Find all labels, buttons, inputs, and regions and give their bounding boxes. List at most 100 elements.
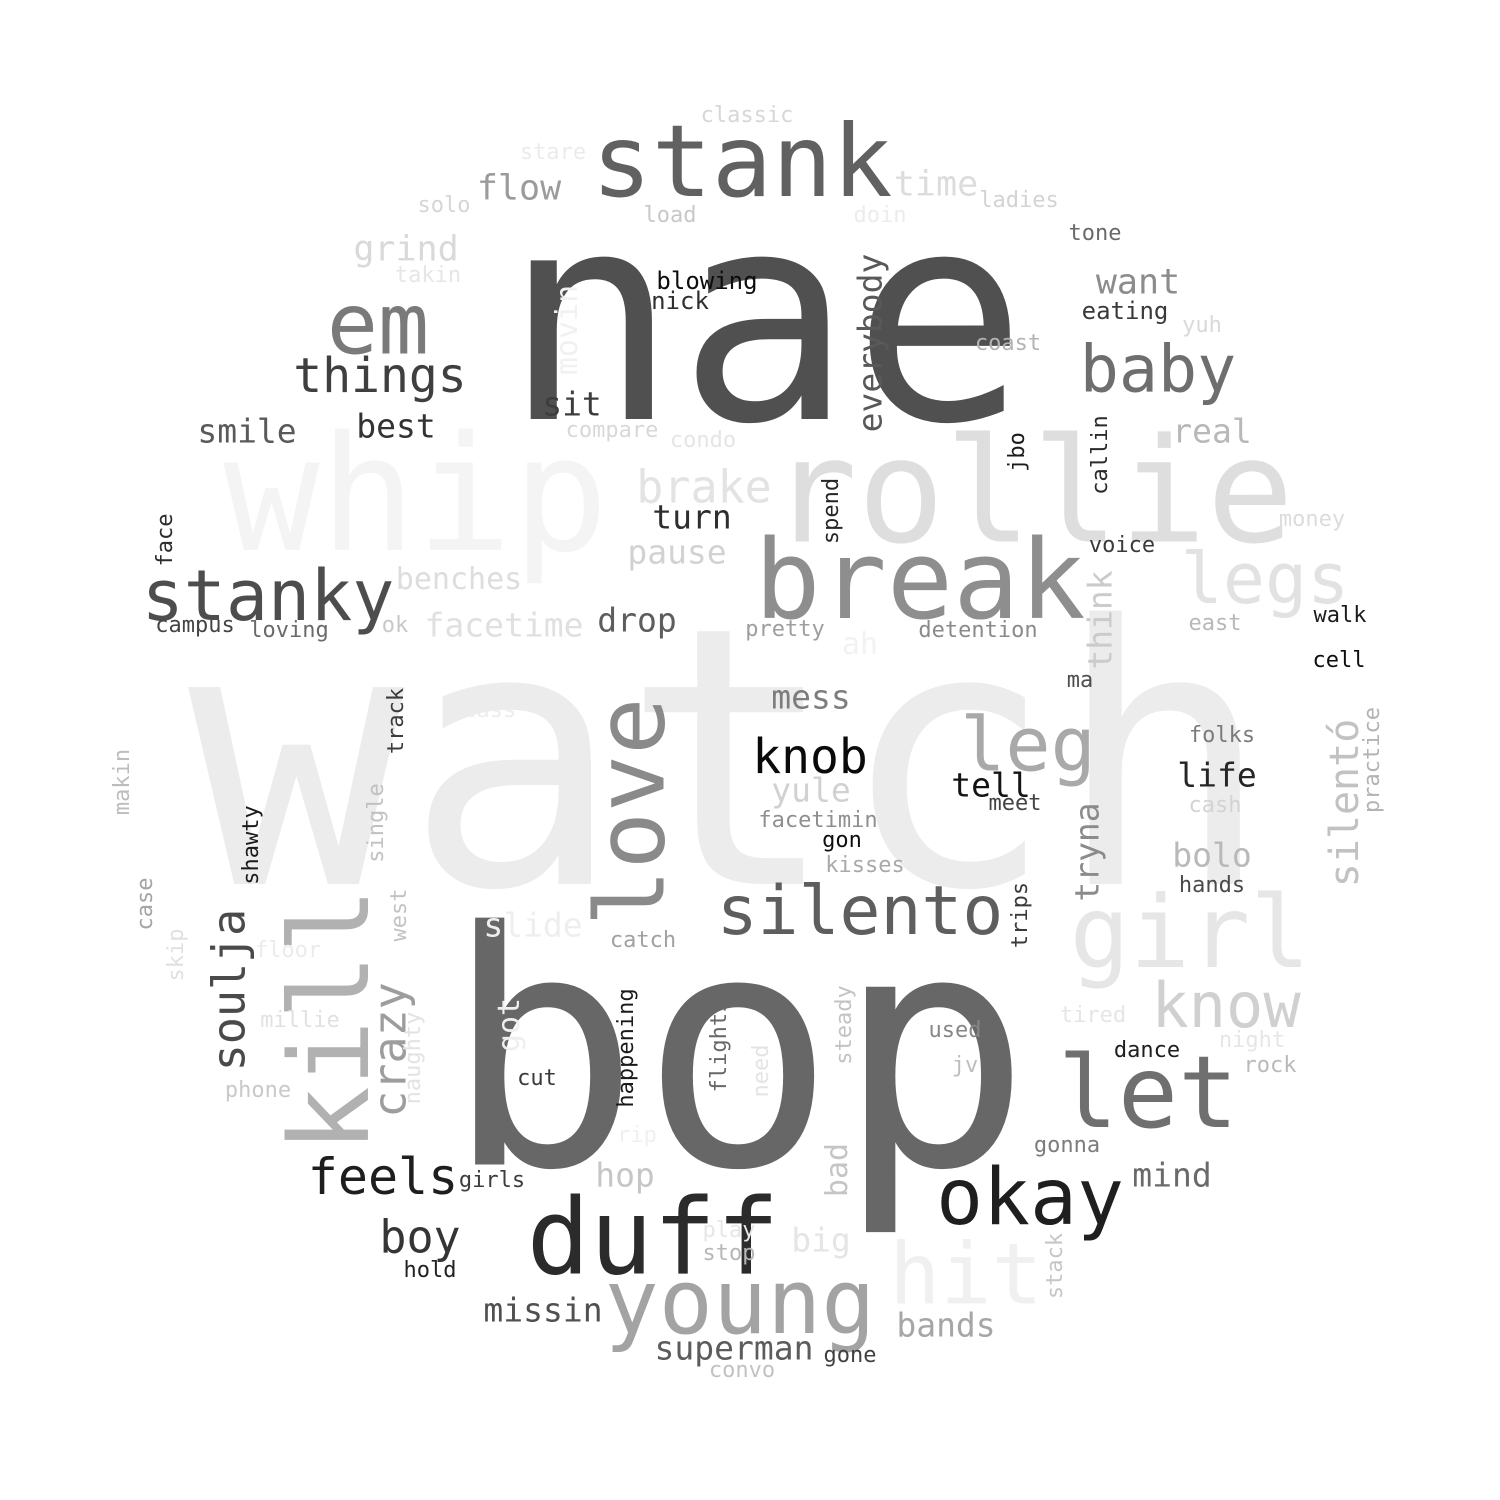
cloud-word-ma: ma [1066,668,1094,693]
cloud-word-life: life [1177,755,1257,795]
cloud-word-catch: catch [609,928,677,953]
cloud-word-rock: rock [1243,1053,1297,1078]
cloud-word-happening: happening [614,988,639,1108]
cloud-word-cell: cell [1312,648,1366,673]
cloud-word-silento: silento [716,872,1004,951]
cloud-word-real: real [1172,411,1252,451]
cloud-word-classic: classic [700,103,794,128]
cloud-word-makin: makin [110,748,135,816]
cloud-word-soulja: soulja [202,908,256,1072]
cloud-word-things: things [293,348,467,404]
cloud-word-knob: knob [752,729,868,785]
cloud-word-okay: okay [936,1153,1124,1243]
cloud-word-stanky: stanky [141,555,395,637]
cloud-word-mind: mind [1132,1155,1212,1195]
cloud-word-let: let [1057,1034,1239,1151]
cloud-word-pretty: pretty [745,617,825,642]
cloud-word-stank: stank [591,103,893,220]
cloud-word-condo: condo [669,428,737,453]
cloud-word-practice: practice [1360,707,1385,813]
cloud-word-detention: detention [918,618,1038,643]
cloud-word-tell: tell [951,765,1031,805]
cloud-word-case: case [133,877,158,931]
cloud-word-facetimin: facetimin [758,808,878,833]
cloud-word-tryna: tryna [1067,802,1107,902]
cloud-word-bad: bad [820,1142,855,1198]
cloud-word-naughty: naughty [401,1011,426,1105]
cloud-word-stack: stack [1043,1232,1068,1300]
cloud-word-gon: gon [822,828,862,853]
cloud-word-grind: grind [353,229,459,270]
cloud-word-millie: millie [260,1008,340,1033]
cloud-word-loving: loving [249,618,329,643]
cloud-word-missin: missin [483,1290,603,1330]
cloud-word-hands: hands [1178,873,1246,898]
cloud-word-leg: leg [960,700,1096,789]
cloud-word-ah: ah [841,627,879,662]
cloud-word-bolo: bolo [1172,835,1252,875]
cloud-word-duff: duff [526,1176,780,1299]
cloud-word-slide: slide [483,905,583,945]
cloud-word-everybody: everybody [850,253,890,433]
cloud-word-coast: coast [974,331,1042,356]
cloud-word-skip: skip [164,928,189,982]
cloud-word-big: big [791,1220,851,1260]
cloud-word-turn: turn [652,497,732,537]
cloud-word-meet: meet [988,791,1042,816]
cloud-word-stop: stop [702,1241,756,1266]
cloud-word-drop: drop [597,600,677,640]
cloud-word-compare: compare [565,418,659,443]
cloud-word-track: track [384,687,409,755]
cloud-word-nick: nick [651,287,709,315]
cloud-word-load: load [643,203,697,228]
cloud-word-hit: hit [889,1225,1043,1325]
cloud-word-superman: superman [654,1328,814,1368]
cloud-word-young: young [604,1250,876,1355]
cloud-word-used: used [928,1018,982,1043]
cloud-word-hop: hop [595,1155,655,1195]
cloud-word-boy: boy [379,1210,461,1264]
cloud-word-brake: brake [636,460,772,514]
cloud-word-class: class [449,698,517,723]
cloud-word-sit: sit [542,384,602,424]
cloud-word-nae: nae [503,151,1027,488]
cloud-word-pause: pause [627,532,727,572]
cloud-word-flights: flights [707,999,732,1093]
cloud-word-benches: benches [395,562,523,597]
cloud-word-east: east [1188,611,1242,636]
cloud-word-trips: trips [1008,881,1033,949]
cloud-word-know: know [1151,969,1301,1042]
cloud-word-shawty: shawty [239,805,264,885]
cloud-word-facetime: facetime [424,605,584,645]
cloud-word-money: money [1278,507,1346,532]
cloud-word-jv: jv [951,1053,979,1078]
cloud-word-mess: mess [771,677,851,717]
cloud-word-bop: bop [444,862,1032,1242]
cloud-word-blowing: blowing [656,267,758,295]
cloud-word-watch: watch [188,550,1272,969]
cloud-word-floor: floor [254,938,322,963]
cloud-word-hold: hold [403,1258,457,1283]
cloud-word-girls: girls [458,1168,526,1193]
cloud-word-feels: feels [307,1148,459,1206]
cloud-word-girl: girl [1069,874,1311,991]
cloud-word-smile: smile [197,411,297,451]
cloud-word-callin: callin [1088,415,1113,495]
cloud-word-tone: tone [1068,221,1122,246]
cloud-word-yuh: yuh [1182,313,1222,338]
cloud-word-spend: spend [819,477,844,545]
cloud-word-em: em [326,275,430,375]
cloud-word-single: single [364,783,389,863]
cloud-word-gonna: gonna [1033,1133,1101,1158]
cloud-word-play: play [702,1218,756,1243]
cloud-word-cash: cash [1188,793,1242,818]
cloud-word-movin: movin [550,284,585,376]
cloud-word-break: break [754,516,1086,644]
cloud-word-gone: gone [823,1343,877,1368]
cloud-word-legs: legs [1180,538,1350,620]
cloud-word-bands: bands [896,1305,996,1345]
cloud-word-flow: flow [476,168,562,209]
cloud-word-baby: baby [1079,332,1237,408]
cloud-word-silent_o: silentó [1322,718,1368,888]
